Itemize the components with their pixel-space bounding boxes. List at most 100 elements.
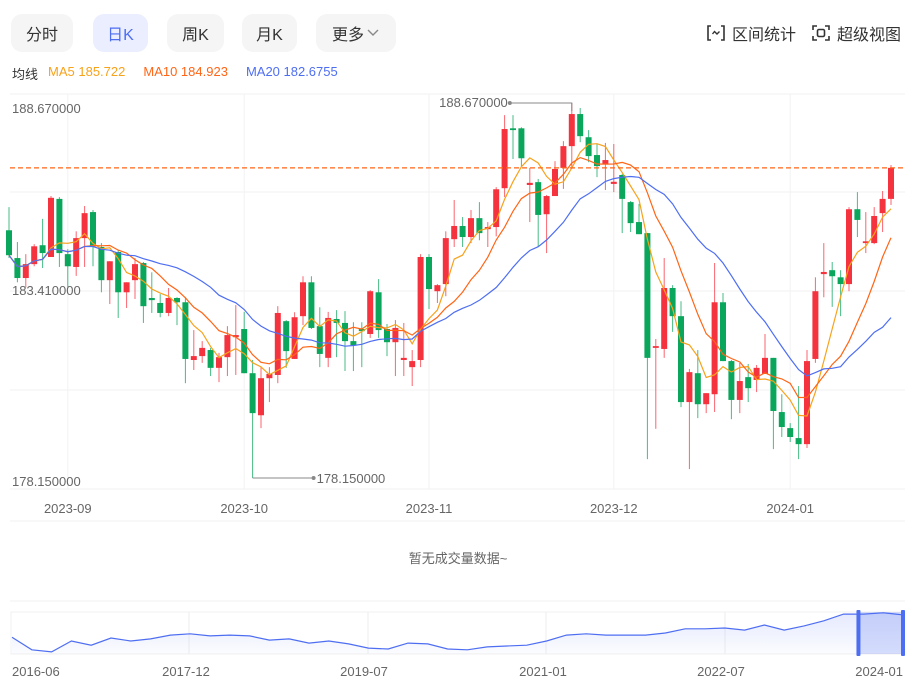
candle-down bbox=[90, 212, 96, 247]
legend-ma20: MA20 182.6755 bbox=[245, 64, 338, 79]
candle-up bbox=[468, 218, 474, 238]
grid bbox=[10, 93, 905, 522]
candle-up bbox=[258, 378, 264, 416]
extreme-markers: 188.670000 178.150000 bbox=[252, 95, 573, 486]
candle-up bbox=[216, 357, 222, 368]
x-axis: 2023-09 2023-10 2023-11 2023-12 2024-01 bbox=[44, 501, 814, 516]
candle-up bbox=[753, 367, 760, 380]
candle-up bbox=[325, 317, 332, 358]
navigator-right-handle[interactable] bbox=[901, 610, 905, 656]
candle-down bbox=[375, 292, 382, 331]
candle-down bbox=[728, 361, 735, 400]
ma-legend: 均线 MA5 185.722 MA10 184.923 MA20 182.675… bbox=[12, 64, 356, 83]
high-marker-dot bbox=[507, 101, 512, 105]
tab-weekly-k[interactable]: 周K bbox=[167, 14, 224, 52]
candle-up bbox=[417, 256, 424, 361]
navigator-area bbox=[12, 612, 903, 654]
ma20-line bbox=[8, 175, 892, 377]
candle-down bbox=[14, 258, 21, 279]
candle-up bbox=[711, 302, 718, 395]
candle-down bbox=[241, 328, 248, 374]
candle-up bbox=[442, 238, 449, 285]
range-stats-icon bbox=[707, 25, 725, 41]
x-axis-label: 2024-01 bbox=[766, 501, 814, 516]
navigator-left-handle[interactable] bbox=[856, 610, 861, 656]
candle-up bbox=[31, 246, 38, 265]
tab-daily-k[interactable]: 日K bbox=[93, 14, 148, 52]
candle-down bbox=[426, 256, 432, 290]
high-marker-line bbox=[509, 102, 573, 111]
candle-up bbox=[300, 282, 306, 317]
tab-label: 日K bbox=[107, 27, 134, 44]
candle-up bbox=[266, 373, 273, 379]
x-axis-label: 2023-09 bbox=[44, 501, 92, 516]
candle-down bbox=[678, 316, 684, 403]
candle-down bbox=[140, 263, 147, 307]
tab-label: 更多 bbox=[331, 27, 364, 44]
super-view-label: 超级视图 bbox=[837, 27, 902, 44]
tab-label: 分时 bbox=[25, 27, 58, 44]
moving-averages bbox=[8, 143, 892, 417]
candle-up bbox=[132, 264, 138, 281]
candle-up bbox=[804, 361, 810, 445]
candle-up bbox=[224, 335, 231, 358]
candle-down bbox=[56, 198, 63, 254]
candle-up bbox=[543, 196, 550, 215]
candle-up bbox=[493, 189, 500, 228]
candle-down bbox=[619, 175, 626, 199]
candle-down bbox=[795, 438, 802, 445]
time-navigator[interactable]: 2016-06 2017-12 2019-07 2021-01 2022-07 … bbox=[0, 600, 916, 692]
tab-intraday[interactable]: 分时 bbox=[11, 14, 73, 52]
y-axis-label: 178.150000 bbox=[12, 474, 81, 489]
navigator-label: 2024-01 bbox=[855, 664, 903, 679]
candle-up bbox=[501, 129, 508, 189]
candle-down bbox=[627, 202, 634, 224]
candle-down bbox=[350, 341, 357, 346]
candle-up bbox=[560, 146, 567, 168]
navigator-label: 2022-07 bbox=[697, 664, 745, 679]
candle-down bbox=[316, 326, 323, 354]
x-axis-label: 2023-12 bbox=[590, 501, 638, 516]
candle-up bbox=[190, 356, 197, 361]
candle-down bbox=[778, 412, 785, 428]
candle-up bbox=[165, 297, 172, 313]
more-dropdown[interactable]: 更多 bbox=[316, 14, 396, 52]
navigator-selection[interactable] bbox=[858, 612, 903, 654]
candles bbox=[6, 103, 894, 478]
candle-down bbox=[249, 373, 256, 414]
candle-up bbox=[526, 182, 533, 185]
candle-down bbox=[745, 377, 752, 389]
low-marker-dot bbox=[311, 476, 316, 480]
candle-down bbox=[148, 297, 155, 301]
candle-down bbox=[476, 218, 483, 234]
candle-up bbox=[232, 335, 239, 338]
candle-up bbox=[568, 114, 575, 147]
candle-down bbox=[157, 302, 164, 313]
candle-down bbox=[636, 222, 642, 235]
candle-down bbox=[308, 282, 315, 328]
candle-down bbox=[39, 245, 46, 254]
tab-monthly-k[interactable]: 月K bbox=[242, 14, 297, 52]
candle-down bbox=[98, 247, 105, 281]
high-marker-label: 188.670000 bbox=[439, 95, 508, 110]
chevron-down-icon bbox=[367, 29, 379, 36]
fullscreen-icon bbox=[812, 25, 830, 41]
candle-down bbox=[854, 209, 861, 220]
range-stats-button[interactable]: 区间统计 bbox=[706, 22, 796, 44]
tab-label: 月K bbox=[256, 27, 283, 44]
candle-up bbox=[400, 357, 407, 361]
candle-up bbox=[392, 327, 399, 343]
candle-down bbox=[115, 252, 122, 293]
candle-up bbox=[81, 213, 88, 239]
y-axis-label: 188.670000 bbox=[12, 101, 81, 116]
super-view-button[interactable]: 超级视图 bbox=[811, 22, 901, 44]
volume-empty-text: 暂无成交量数据~ bbox=[408, 551, 508, 566]
navigator-label: 2021-01 bbox=[519, 664, 567, 679]
candle-up bbox=[736, 381, 743, 400]
candle-up bbox=[602, 160, 609, 164]
candle-up bbox=[123, 282, 130, 293]
ma10-line bbox=[8, 156, 892, 399]
candle-down bbox=[585, 137, 592, 157]
candlestick-chart[interactable]: 188.670000 183.410000 178.150000 188.670… bbox=[0, 0, 916, 530]
candle-down bbox=[594, 155, 600, 167]
